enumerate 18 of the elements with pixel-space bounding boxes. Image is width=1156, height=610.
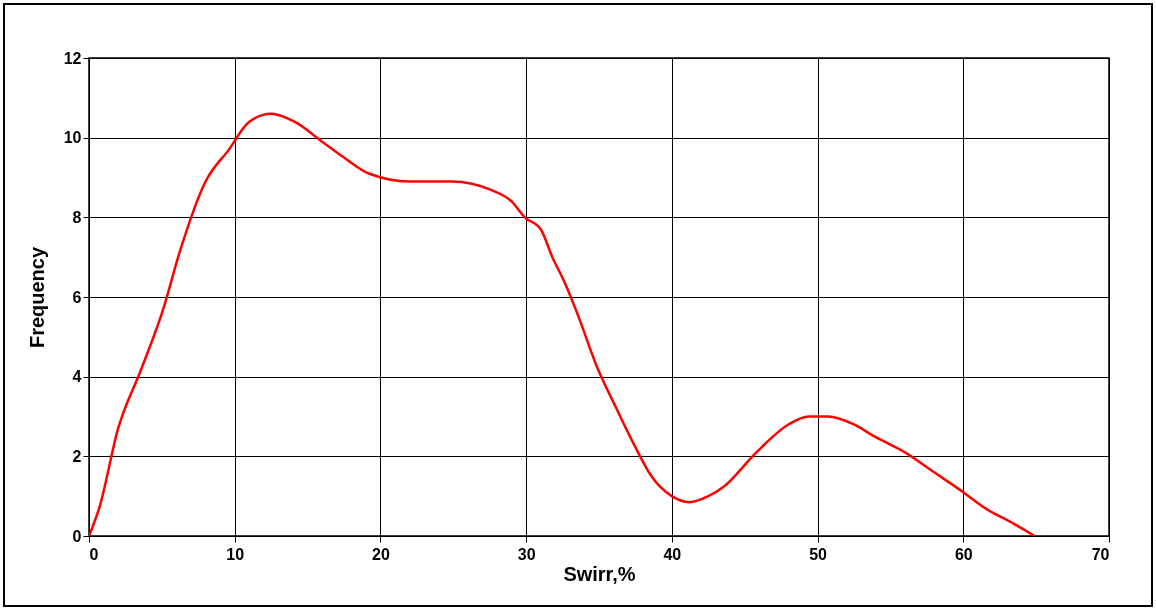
y-tick-label: 8 [72,208,82,226]
y-tick-label: 6 [72,288,82,306]
x-tick-label: 30 [517,545,536,563]
x-tick-label: 60 [954,545,973,563]
x-tick-label: 50 [809,545,828,563]
x-axis-title: Swirr,% [563,562,636,585]
y-tick-label: 10 [63,129,82,147]
y-tick-label: 4 [72,368,82,386]
x-tick-label: 70 [1091,545,1110,563]
line-series [89,112,1036,536]
y-tick-label: 12 [63,49,82,67]
y-axis-title: Frequency [25,246,48,349]
y-tick-label: 2 [72,447,82,465]
x-tick-label: 0 [89,545,99,563]
x-tick-label: 40 [663,545,682,563]
x-tick-label: 10 [226,545,245,563]
x-tick-label: 20 [372,545,390,563]
y-tick-label: 0 [72,527,82,545]
